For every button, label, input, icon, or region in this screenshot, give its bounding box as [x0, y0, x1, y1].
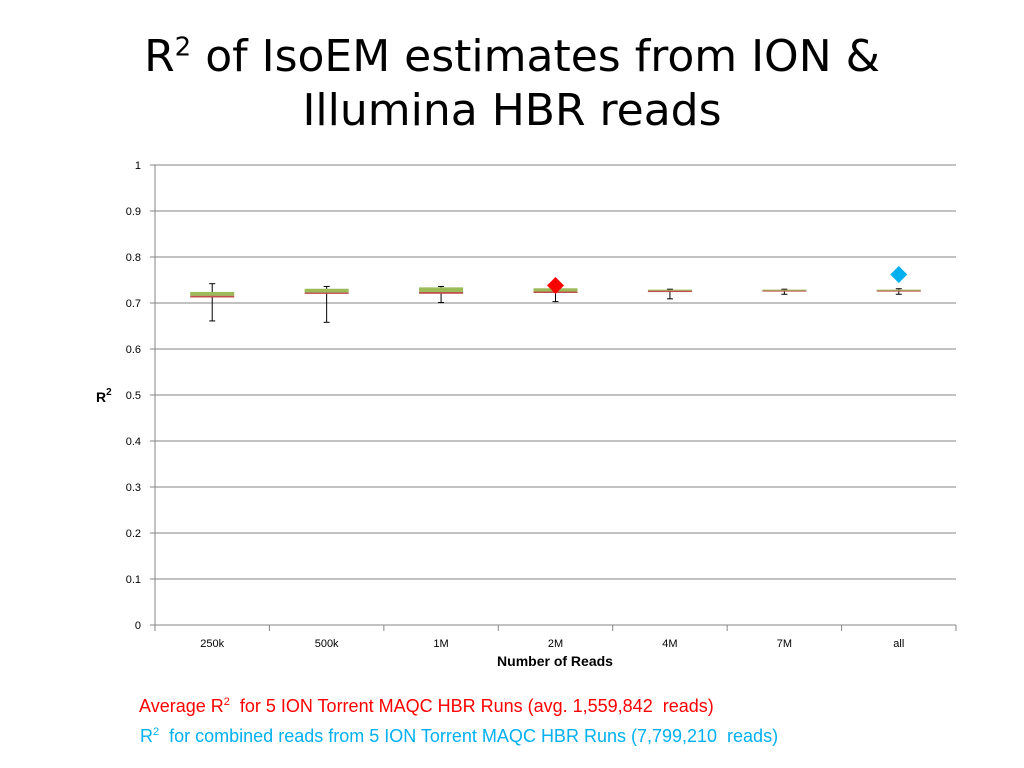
y-tick-label: 0	[135, 620, 141, 632]
box-250k	[190, 284, 234, 321]
box-lower	[419, 292, 463, 294]
box-lower	[648, 291, 692, 293]
y-tick-label: 0.5	[126, 390, 141, 402]
x-tick-label: 7M	[777, 638, 792, 650]
box-upper	[877, 290, 921, 291]
y-tick-label: 1	[135, 160, 141, 172]
x-tick-label: 500k	[315, 638, 339, 650]
box-1M	[419, 286, 463, 302]
y-tick-label: 0.9	[126, 206, 141, 218]
y-axis-title: R2	[96, 387, 112, 405]
box-upper	[305, 289, 349, 293]
note-combined: R2 for combined reads from 5 ION Torrent…	[130, 705, 778, 747]
y-tick-label: 0.6	[126, 344, 141, 356]
box-upper	[419, 287, 463, 292]
y-tick-label: 0.2	[126, 528, 141, 540]
diamond-marker	[890, 266, 907, 283]
x-tick-label: 1M	[433, 638, 448, 650]
y-tick-label: 0.4	[126, 436, 141, 448]
box-4M	[648, 289, 692, 299]
box-upper	[190, 292, 234, 296]
axes: 0 0.1 0.2 0.3 0.4 0.5 0.6 0.7 0.8 0.9 1 250k 500k 1M 2…	[126, 160, 956, 650]
y-tick-label: 0.7	[126, 298, 141, 310]
note-combined-rest: for combined reads from 5 ION Torrent MA…	[159, 726, 778, 746]
y-axis-title-letter: R	[96, 389, 106, 405]
box-lower	[190, 296, 234, 298]
x-tick-label: 4M	[662, 638, 677, 650]
y-axis-title-superscript: 2	[106, 387, 112, 398]
box-upper	[648, 290, 692, 291]
x-tick-label: 250k	[200, 638, 224, 650]
y-tick-label: 0.8	[126, 252, 141, 264]
box-upper	[762, 290, 806, 291]
box-lower	[305, 292, 349, 294]
y-tick-label: 0.1	[126, 574, 141, 586]
box-7M	[762, 289, 806, 294]
box-all	[877, 289, 921, 295]
markers	[547, 266, 907, 294]
y-tick-label: 0.3	[126, 482, 141, 494]
note-combined-prefix: R	[140, 726, 153, 746]
x-tick-label: all	[893, 638, 904, 650]
gridlines	[155, 165, 956, 579]
x-axis-title: Number of Reads	[497, 653, 613, 669]
x-tick-label: 2M	[548, 638, 563, 650]
box-500k	[305, 286, 349, 322]
